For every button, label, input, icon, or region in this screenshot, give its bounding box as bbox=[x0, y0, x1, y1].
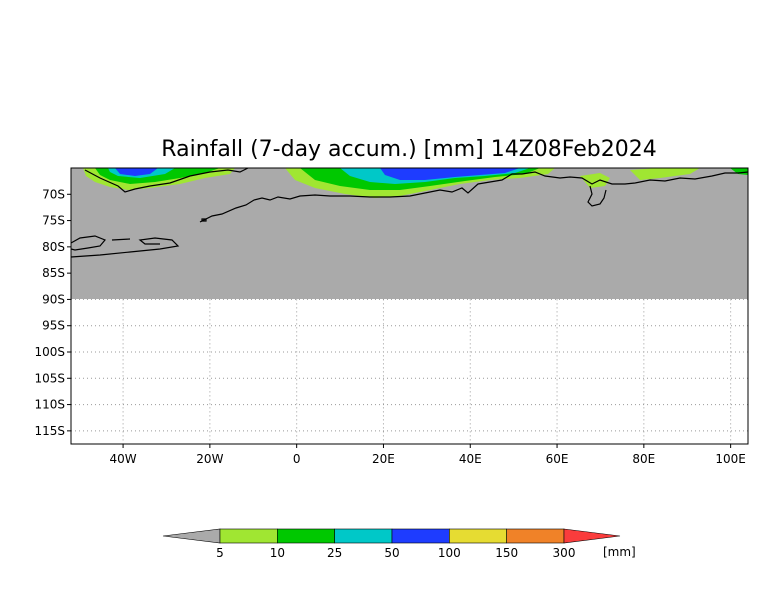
colorbar-unit-label: [mm] bbox=[603, 545, 636, 559]
coastlines bbox=[70, 167, 749, 258]
colorbar-boundary-label: 5 bbox=[216, 546, 224, 560]
y-tick-label: 85S bbox=[42, 266, 65, 280]
y-tick-label: 80S bbox=[42, 240, 65, 254]
colorbar-boundary-label: 25 bbox=[327, 546, 342, 560]
x-tick-label: 20W bbox=[196, 452, 223, 466]
colorbar-bin bbox=[219, 528, 278, 544]
filchner-ice-edge bbox=[70, 237, 180, 258]
colorbar-under-triangle bbox=[162, 528, 221, 544]
x-tick-label: 40W bbox=[110, 452, 137, 466]
rain-patch-east-light-2 bbox=[630, 168, 700, 180]
map-plot-area: 70S 75S 80S 85S 90S 95S 100S 105S 110S 115S 40W 20… bbox=[34, 167, 749, 466]
y-tick-label: 105S bbox=[34, 371, 65, 385]
colorbar-boundary-label: 50 bbox=[384, 546, 399, 560]
antarctic-coastline-main bbox=[84, 167, 249, 193]
x-tick-label: 0 bbox=[293, 452, 301, 466]
colorbar-bin bbox=[391, 528, 450, 544]
colorbar-boundary-label: 10 bbox=[270, 546, 285, 560]
colorbar-boundary-label: 100 bbox=[438, 546, 461, 560]
map-title: Rainfall (7-day accum.) [mm] 14Z08Feb202… bbox=[161, 137, 656, 162]
y-tick-label: 75S bbox=[42, 214, 65, 228]
colorbar-labels: 5 10 25 50 100 150 300 bbox=[216, 546, 575, 560]
antarctic-coastline-peninsula-lower bbox=[199, 171, 749, 223]
rainfall-colorbar: 5 10 25 50 100 150 300 [mm] bbox=[162, 528, 636, 560]
colorbar-bin bbox=[277, 528, 335, 544]
longitude-axis: 40W 20W 0 20E 40E 60E 80E 100E bbox=[110, 444, 746, 466]
rainfall-patches bbox=[83, 168, 748, 198]
rain-patch-west-heavy bbox=[115, 168, 158, 176]
map-frame bbox=[70, 167, 749, 445]
map-grid bbox=[71, 298, 748, 444]
ronne-ice-shelf-edge bbox=[70, 235, 106, 251]
x-tick-label: 40E bbox=[459, 452, 482, 466]
island-small bbox=[201, 218, 207, 222]
y-tick-label: 70S bbox=[42, 187, 65, 201]
rain-patch-east-moderate bbox=[730, 168, 748, 175]
y-tick-label: 100S bbox=[34, 345, 65, 359]
y-tick-label: 95S bbox=[42, 319, 65, 333]
x-tick-label: 60E bbox=[546, 452, 569, 466]
rain-patch-east-light bbox=[580, 173, 610, 188]
colorbar-over-triangle bbox=[563, 528, 621, 544]
rain-patch-center-heavy bbox=[380, 168, 520, 180]
colorbar-boundary-label: 300 bbox=[553, 546, 576, 560]
colorbar-bin bbox=[506, 528, 565, 544]
x-tick-label: 100E bbox=[715, 452, 746, 466]
y-tick-label: 110S bbox=[34, 398, 65, 412]
y-tick-label: 115S bbox=[34, 424, 65, 438]
colorbar-boundary-label: 150 bbox=[495, 546, 518, 560]
colorbar-bin bbox=[334, 528, 393, 544]
latitude-axis: 70S 75S 80S 85S 90S 95S 100S 105S 110S 115S bbox=[34, 187, 71, 438]
ice-shelf-fragment bbox=[111, 238, 131, 241]
colorbar-bin bbox=[449, 528, 507, 544]
y-tick-label: 90S bbox=[42, 292, 65, 306]
x-tick-label: 80E bbox=[632, 452, 655, 466]
east-antarctic-inlet bbox=[587, 185, 607, 207]
x-tick-label: 20E bbox=[372, 452, 395, 466]
colorbar-bins bbox=[219, 528, 565, 544]
